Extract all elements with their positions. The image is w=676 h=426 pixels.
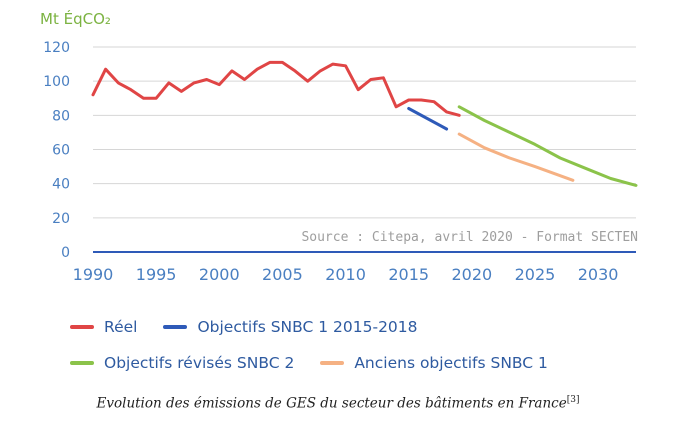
y-tick-label: 20 xyxy=(52,211,70,227)
legend-item-reel: Réel xyxy=(70,318,137,336)
legend-label-snbc2: Objectifs révisés SNBC 2 xyxy=(104,354,295,372)
source-note: Source : Citepa, avril 2020 - Format SEC… xyxy=(301,230,638,245)
x-tick-label: 2000 xyxy=(199,265,240,284)
legend-row-1: Réel Objectifs SNBC 1 2015-2018 xyxy=(70,318,444,336)
x-tick-label: 2030 xyxy=(578,265,619,284)
series-line-3 xyxy=(457,132,575,182)
x-tick-label: 1995 xyxy=(136,265,177,284)
x-tick-label: 2005 xyxy=(262,265,303,284)
legend-label-anciens-snbc1: Anciens objectifs SNBC 1 xyxy=(354,354,548,372)
y-tick-label: 80 xyxy=(52,108,70,124)
y-tick-label: 60 xyxy=(52,143,70,159)
series-line-2 xyxy=(457,105,638,187)
legend-item-snbc1-2015-2018: Objectifs SNBC 1 2015-2018 xyxy=(163,318,418,336)
series-lines xyxy=(91,60,638,187)
legend-swatch-reel xyxy=(70,325,94,329)
legend-swatch-anciens-snbc1 xyxy=(320,361,345,365)
y-tick-labels: 0 20 40 60 80 100 120 xyxy=(43,40,70,261)
legend-swatch-snbc1-2015-2018 xyxy=(163,325,188,329)
series-line-1 xyxy=(407,107,449,131)
legend-swatch-snbc2 xyxy=(70,361,94,365)
x-tick-label: 2020 xyxy=(451,265,492,284)
x-tick-label: 2010 xyxy=(325,265,366,284)
y-tick-label: 40 xyxy=(52,177,70,193)
y-unit-label: Mt ÉqCO₂ xyxy=(40,9,111,28)
legend-label-reel: Réel xyxy=(104,318,138,336)
grid-lines xyxy=(93,46,636,253)
x-tick-label: 2015 xyxy=(388,265,429,284)
y-tick-label: 100 xyxy=(43,74,70,90)
legend-label-snbc1-2015-2018: Objectifs SNBC 1 2015-2018 xyxy=(197,318,418,336)
figure-caption: Evolution des émissions de GES du secteu… xyxy=(0,395,676,412)
legend-item-snbc2: Objectifs révisés SNBC 2 xyxy=(70,354,294,372)
caption-text: Evolution des émissions de GES du secteu… xyxy=(96,395,567,412)
x-tick-labels: 1990 1995 2000 2005 2010 2015 2020 2025 2030 xyxy=(73,265,619,284)
x-tick-label: 1990 xyxy=(73,265,114,284)
legend-row-2: Objectifs révisés SNBC 2 Anciens objecti… xyxy=(70,354,574,372)
emissions-chart: Mt ÉqCO₂ 0 20 40 60 80 100 120 1990 1995 2000 200… xyxy=(40,9,638,284)
y-tick-label: 0 xyxy=(61,245,70,261)
series-line-0 xyxy=(91,60,461,117)
caption-reference: [3] xyxy=(566,395,580,405)
y-tick-label: 120 xyxy=(43,40,70,56)
legend-item-anciens-snbc1: Anciens objectifs SNBC 1 xyxy=(320,354,548,372)
x-tick-label: 2025 xyxy=(515,265,556,284)
